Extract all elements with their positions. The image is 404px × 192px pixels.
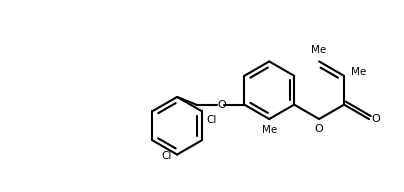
Text: O: O [217, 100, 225, 110]
Text: Me: Me [262, 125, 277, 135]
Text: Cl: Cl [161, 151, 171, 161]
Text: O: O [371, 114, 380, 124]
Text: O: O [315, 124, 324, 134]
Text: Me: Me [311, 45, 327, 55]
Text: Cl: Cl [206, 115, 216, 125]
Text: Me: Me [351, 67, 366, 77]
